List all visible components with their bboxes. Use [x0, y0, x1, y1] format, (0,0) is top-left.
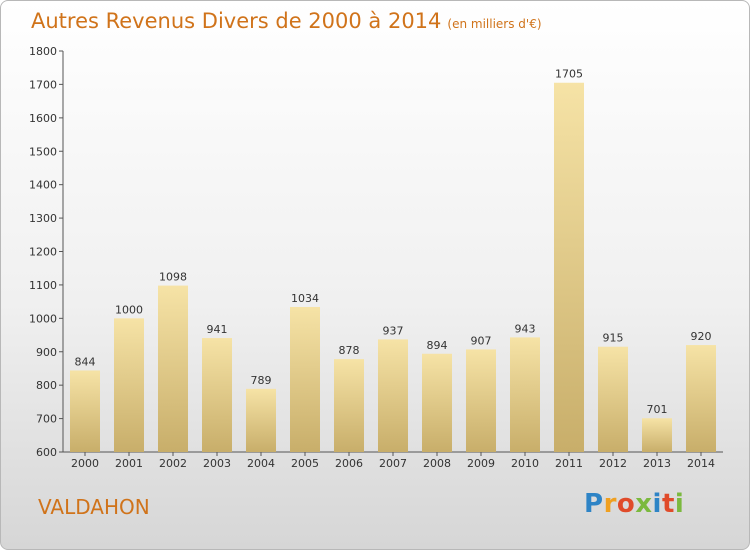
bar-2011	[554, 82, 584, 452]
bars	[70, 82, 716, 452]
y-tick-label: 1100	[29, 279, 57, 292]
value-label-2011: 1705	[555, 68, 583, 81]
x-tick-label: 2009	[467, 457, 495, 470]
value-label-2003: 941	[207, 323, 228, 336]
y-tick-label: 1300	[29, 212, 57, 225]
y-tick-label: 1200	[29, 246, 57, 259]
bar-2007	[378, 339, 408, 452]
bar-2009	[466, 349, 496, 452]
y-tick-label: 1600	[29, 112, 57, 125]
y-tick-label: 1800	[29, 45, 57, 58]
value-label-2007: 937	[383, 324, 404, 337]
bar-2001	[114, 318, 144, 452]
y-tick-label: 600	[36, 446, 57, 459]
x-tick-label: 2012	[599, 457, 627, 470]
x-tick-label: 2008	[423, 457, 451, 470]
y-tick-label: 900	[36, 346, 57, 359]
value-labels: 844 1000 1098 941 789 1034 878 937 894 907 943 1705…	[75, 68, 712, 417]
value-label-2012: 915	[603, 332, 624, 345]
x-tick-label: 2000	[71, 457, 99, 470]
proxiti-logo: Proxiti	[584, 489, 685, 519]
bar-2002	[158, 285, 188, 452]
x-tick-label: 2001	[115, 457, 143, 470]
bar-2014	[686, 345, 716, 452]
x-tick-label: 2003	[203, 457, 231, 470]
value-label-2001: 1000	[115, 303, 143, 316]
bar-2008	[422, 353, 452, 452]
value-label-2005: 1034	[291, 292, 319, 305]
y-tick-label: 1700	[29, 78, 57, 91]
y-tick-label: 1000	[29, 312, 57, 325]
value-label-2006: 878	[339, 344, 360, 357]
chart-title-text: Autres Revenus Divers de 2000 à 2014	[31, 9, 442, 33]
value-label-2010: 943	[515, 322, 536, 335]
value-label-2004: 789	[251, 374, 272, 387]
value-label-2013: 701	[647, 403, 668, 416]
bar-2003	[202, 338, 232, 452]
bar-2013	[642, 418, 672, 452]
y-tick-label: 800	[36, 379, 57, 392]
x-tick-label: 2010	[511, 457, 539, 470]
x-tick-label: 2006	[335, 457, 363, 470]
bar-2012	[598, 346, 628, 452]
bar-2005	[290, 306, 320, 452]
value-label-2002: 1098	[159, 271, 187, 284]
x-tick-label: 2002	[159, 457, 187, 470]
chart-title: Autres Revenus Divers de 2000 à 2014 (en …	[31, 9, 542, 33]
x-tick-label: 2007	[379, 457, 407, 470]
chart-subtitle: (en milliers d'€)	[447, 17, 542, 31]
x-tick-label: 2004	[247, 457, 275, 470]
x-tick-label: 2014	[687, 457, 715, 470]
x-tick-label: 2005	[291, 457, 319, 470]
value-label-2000: 844	[75, 355, 96, 368]
y-tick-label: 700	[36, 413, 57, 426]
bar-2004	[246, 388, 276, 452]
bar-2010	[510, 337, 540, 452]
x-tick-label: 2011	[555, 457, 583, 470]
y-tick-label: 1500	[29, 145, 57, 158]
value-label-2009: 907	[471, 334, 492, 347]
axes: 600 700 800 900 1000 1100 1200 1300 1400 1500 1600…	[29, 45, 723, 470]
x-tick-label: 2013	[643, 457, 671, 470]
y-tick-label: 1400	[29, 179, 57, 192]
value-label-2014: 920	[691, 330, 712, 343]
bar-2006	[334, 359, 364, 452]
city-name: VALDAHON	[38, 495, 150, 519]
bar-2000	[70, 370, 100, 452]
value-label-2008: 894	[427, 339, 448, 352]
